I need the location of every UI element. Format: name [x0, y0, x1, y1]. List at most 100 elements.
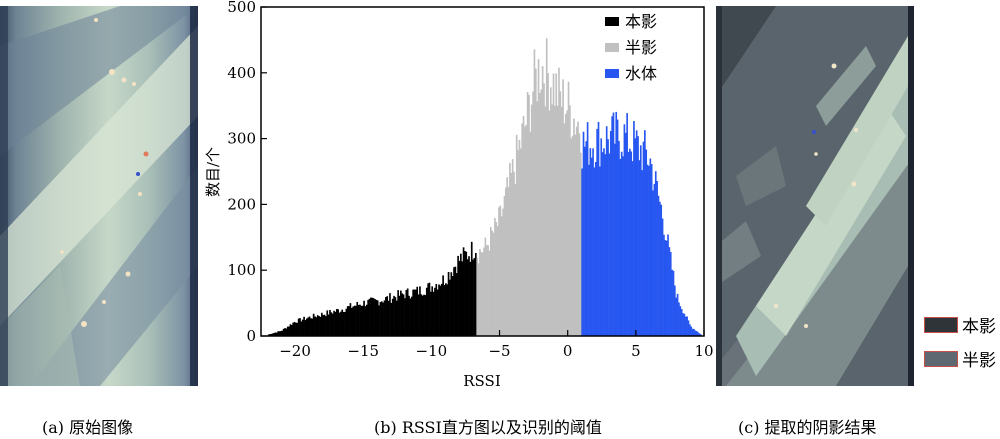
- histogram-bar-umbra: [412, 289, 414, 336]
- histogram-bar-penumbra: [564, 113, 567, 336]
- histogram-bar-water: [605, 126, 608, 336]
- histogram-bar-umbra: [400, 290, 402, 336]
- histogram-bar-umbra: [461, 261, 464, 336]
- histogram-bar-umbra: [368, 298, 371, 336]
- histogram-bar-umbra: [273, 332, 275, 336]
- histogram-bar-penumbra: [558, 67, 560, 337]
- histogram-bar-umbra: [308, 316, 311, 336]
- histogram-bar-umbra: [367, 299, 369, 336]
- histogram-bar-penumbra: [574, 134, 577, 336]
- histogram-bar-penumbra: [485, 245, 488, 336]
- histogram-bar-umbra: [338, 312, 341, 336]
- plot-frame: [260, 6, 705, 337]
- histogram-bar-umbra: [401, 293, 404, 336]
- histogram-bar-umbra: [371, 297, 374, 336]
- histogram-bar-penumbra: [573, 118, 575, 336]
- histogram-bar-penumbra: [487, 245, 489, 336]
- histogram-bar-penumbra: [552, 73, 555, 337]
- histogram-bar-penumbra: [575, 126, 578, 337]
- histogram-bar-umbra: [383, 300, 386, 336]
- legend-label-umbra: 本影: [962, 317, 996, 337]
- histogram-bar-water: [614, 143, 616, 336]
- histogram-bar-water: [588, 164, 590, 336]
- histogram-bar-penumbra: [483, 247, 485, 336]
- histogram-bars: [267, 38, 702, 337]
- histogram-bar-water: [596, 128, 598, 336]
- histogram-bar-umbra: [466, 259, 469, 336]
- caption-original-image: (a) 原始图像: [42, 418, 134, 437]
- histogram-bar-water: [620, 151, 623, 336]
- histogram-bar-umbra: [285, 328, 288, 336]
- histogram-bar-umbra: [282, 328, 285, 336]
- histogram-bar-penumbra: [479, 249, 481, 336]
- histogram-bar-water: [600, 138, 603, 336]
- histogram-bar-umbra: [421, 295, 424, 336]
- histogram-bar-umbra: [417, 294, 420, 336]
- x-tick-label: −5: [488, 342, 510, 360]
- histogram-bar-penumbra: [526, 91, 529, 336]
- histogram-bar-water: [652, 190, 654, 336]
- histogram-bar-water: [664, 240, 667, 336]
- histogram-bar-umbra: [271, 333, 274, 336]
- histogram-bar-umbra: [361, 305, 364, 336]
- caption-histogram: (b) RSSI直方图以及识别的阈值: [374, 418, 602, 437]
- histogram-bar-water: [623, 124, 626, 336]
- histogram-bar-umbra: [409, 298, 412, 336]
- histogram-bar-penumbra: [476, 257, 479, 336]
- histogram-bar-umbra: [458, 260, 461, 336]
- histogram-bar-umbra: [425, 287, 428, 336]
- histogram-bar-umbra: [391, 298, 394, 336]
- histogram-bar-penumbra: [554, 105, 556, 336]
- histogram-bar-penumbra: [521, 123, 524, 336]
- histogram-bar-umbra: [431, 286, 434, 336]
- shadow-result-image: [716, 6, 914, 386]
- histogram-bar-water: [594, 162, 597, 336]
- legend-label-penumbra: 半影: [962, 351, 996, 371]
- histogram-bar-umbra: [410, 296, 413, 336]
- histogram-bar-umbra: [376, 300, 379, 336]
- histogram-bar-water: [676, 293, 679, 336]
- histogram-bar-water: [671, 269, 673, 336]
- histogram-bar-umbra: [355, 305, 357, 336]
- histogram-bar-water: [649, 158, 652, 336]
- histogram-bar-umbra: [333, 310, 335, 336]
- histogram-bar-umbra: [394, 297, 397, 336]
- histogram-bar-umbra: [280, 331, 282, 336]
- histogram-bar-umbra: [434, 287, 436, 336]
- histogram-bar-umbra: [387, 300, 390, 336]
- histogram-bar-water: [699, 334, 702, 336]
- histogram-bar-water: [680, 308, 683, 336]
- histogram-bar-umbra: [465, 251, 468, 336]
- histogram-bar-water: [599, 166, 601, 336]
- histogram-bar-umbra: [288, 326, 290, 336]
- histogram-bar-umbra: [340, 311, 342, 336]
- umbra-swatch: [924, 316, 958, 333]
- histogram-bar-water: [609, 131, 612, 336]
- histogram-bar-umbra: [284, 328, 286, 336]
- histogram-bar-water: [659, 201, 661, 336]
- histogram-bar-umbra: [415, 289, 417, 336]
- histogram-bar-penumbra: [569, 105, 571, 336]
- histogram-bar-umbra: [460, 253, 462, 336]
- histogram-bar-umbra: [469, 261, 472, 336]
- histogram-bar-water: [675, 297, 678, 336]
- histogram-bar-water: [697, 332, 699, 336]
- histogram-bar-penumbra: [541, 66, 544, 337]
- histogram-bar-water: [607, 139, 609, 336]
- histogram-bar-water: [654, 171, 657, 336]
- x-tick-label: 5: [631, 342, 641, 360]
- histogram-bar-umbra: [295, 322, 297, 336]
- histogram-bar-penumbra: [537, 59, 540, 336]
- histogram-bar-water: [653, 183, 656, 336]
- y-tick-label: 200: [227, 195, 256, 213]
- histogram-bar-umbra: [275, 332, 278, 336]
- histogram-bar-umbra: [419, 286, 421, 336]
- histogram-bar-water: [646, 164, 649, 336]
- y-axis-label: 数目/个: [204, 147, 222, 197]
- histogram-bar-umbra: [420, 294, 423, 336]
- legend-label: 半影: [625, 38, 657, 57]
- histogram-bar-penumbra: [534, 68, 537, 337]
- histogram-bar-penumbra: [502, 208, 504, 336]
- histogram-bar-water: [616, 119, 619, 336]
